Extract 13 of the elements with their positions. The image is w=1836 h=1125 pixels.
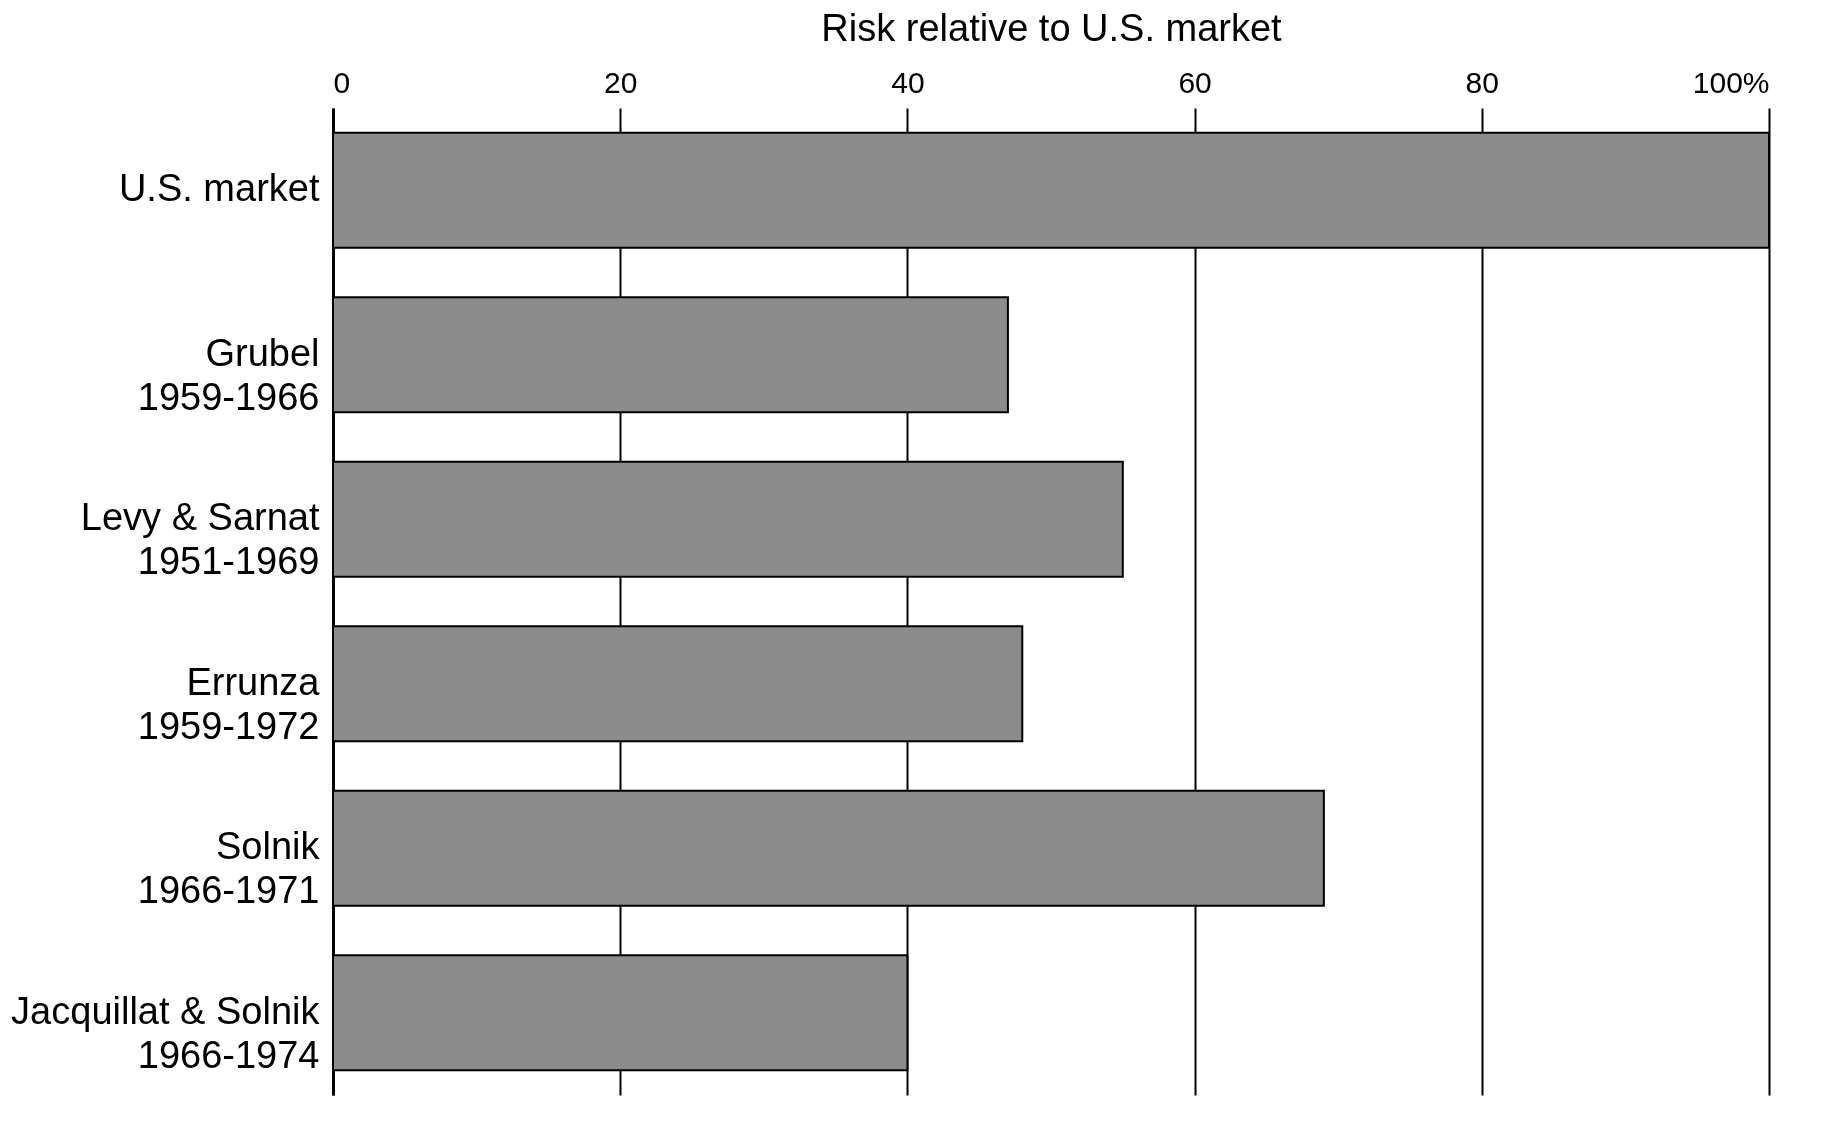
y-tick-label: Levy & Sarnat 1951-1969 [80,496,320,583]
y-tick-label: Errunza 1959-1972 [137,660,321,747]
y-tick-label: Jacquillat & Solnik 1966-1974 [11,989,321,1076]
y-tick-label: Solnik 1966-1971 [137,825,321,912]
y-tick-label: Grubel 1959-1966 [137,331,320,418]
x-tick-label: 0 [333,65,351,99]
x-tick-label: 80 [1465,65,1499,99]
x-axis-title: Risk relative to U.S. market [821,6,1283,49]
x-tick-label: 20 [604,65,638,99]
x-tick-label: 40 [891,65,925,99]
x-tick-label: 60 [1178,65,1212,99]
y-tick-label: U.S. market [118,167,320,210]
x-tick-label: 100% [1692,65,1770,99]
